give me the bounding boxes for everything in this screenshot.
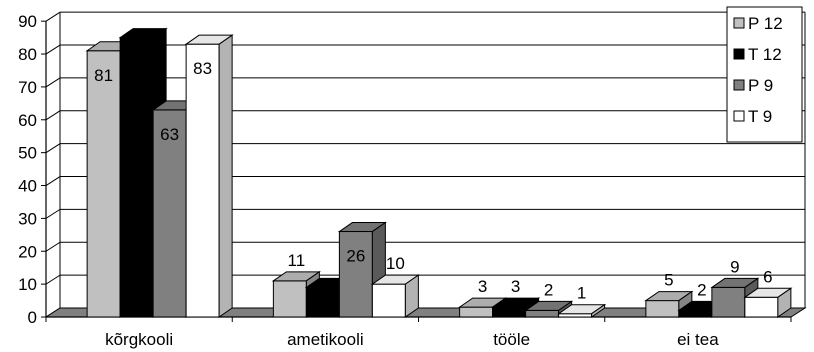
data-label: 3: [511, 277, 520, 296]
bar-layer: [85, 27, 793, 318]
bar-side: [404, 274, 419, 318]
gridline-side: [45, 77, 61, 88]
data-label: 2: [544, 280, 553, 299]
legend-swatch: [733, 79, 745, 91]
bar-front: [152, 109, 187, 318]
data-label: 6: [763, 267, 772, 286]
bar-front: [525, 309, 560, 318]
gridline-side: [45, 274, 61, 285]
data-label: 5: [664, 271, 673, 290]
bar-front: [305, 286, 340, 318]
y-tick-label: 50: [18, 144, 37, 163]
bar-front: [459, 306, 494, 318]
legend-label: P 12: [748, 14, 783, 33]
bar-side: [218, 34, 233, 318]
bar-front: [272, 280, 307, 318]
legend-label: T 12: [748, 45, 782, 64]
category-label: tööle: [493, 330, 530, 349]
legend-label: P 9: [748, 76, 773, 95]
category-label: ei tea: [677, 330, 719, 349]
bar-front: [645, 300, 680, 318]
bar-side: [777, 287, 792, 318]
data-label: 11: [288, 251, 306, 270]
legend-label: T 9: [748, 107, 772, 126]
axis-layer: 0 10 20 30 40 50 60 70 80 90 kõrgkooli ametikooli tö…: [18, 12, 792, 349]
bar: [370, 274, 420, 318]
y-tick-label: 10: [18, 275, 37, 294]
gridline-side: [45, 176, 61, 186]
legend-swatch: [733, 110, 745, 122]
legend: P 12 T 12 P 9 T 9: [726, 6, 803, 143]
y-tick-label: 0: [28, 308, 37, 327]
y-tick-label: 40: [18, 177, 37, 196]
bar-front: [678, 309, 713, 318]
data-label: 10: [386, 254, 405, 273]
y-tick-label: 80: [18, 45, 37, 64]
data-label: 1: [577, 284, 586, 303]
y-tick-label: 20: [18, 242, 37, 261]
y-tick-label: 90: [18, 12, 37, 31]
bar: [557, 303, 607, 318]
category-label: kõrgkooli: [105, 330, 173, 349]
gridline-side: [45, 11, 61, 22]
data-label: 83: [193, 59, 212, 78]
data-label: 2: [697, 280, 706, 299]
legend-swatch: [733, 48, 745, 60]
gridline-side: [45, 208, 61, 219]
bar-front: [119, 37, 154, 318]
gridline-side: [45, 241, 61, 252]
label-layer: 81 63 83 11 26 10 3 3 2 1 5 2 9 6: [94, 59, 772, 303]
bar-front: [86, 50, 121, 318]
data-label: 9: [730, 257, 739, 276]
gridline-side: [45, 143, 61, 154]
bar-front: [371, 283, 406, 318]
legend-box: [726, 6, 803, 143]
data-label: 26: [346, 247, 365, 266]
data-label: 3: [478, 277, 487, 296]
bar: [184, 34, 234, 318]
y-tick-label: 70: [18, 78, 37, 97]
gridline-side: [45, 110, 61, 121]
data-label: 81: [94, 66, 113, 85]
bar-front: [711, 286, 746, 318]
bar-front: [185, 43, 220, 318]
bar: [743, 287, 793, 318]
y-tick-label: 60: [18, 111, 37, 130]
legend-swatch: [733, 17, 745, 29]
data-label: 63: [160, 125, 179, 144]
gridline-side: [45, 44, 61, 55]
category-label: ametikooli: [287, 330, 364, 349]
y-tick-label: 30: [18, 209, 37, 228]
bar-front: [492, 306, 527, 318]
bar-front: [744, 296, 779, 318]
bar-side: [591, 303, 606, 318]
bar-front: [338, 231, 373, 318]
